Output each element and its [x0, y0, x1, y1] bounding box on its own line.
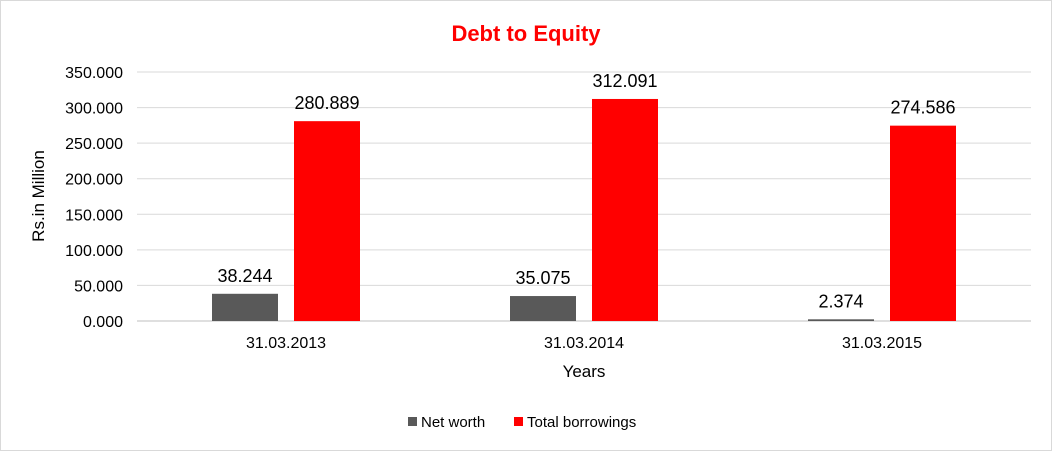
- legend-swatch: [408, 417, 417, 426]
- x-tick-label: 31.03.2014: [544, 335, 624, 352]
- legend-label: Net worth: [421, 414, 485, 431]
- x-tick-label: 31.03.2015: [842, 335, 922, 352]
- x-axis-title: Years: [563, 362, 606, 381]
- data-label: 38.244: [217, 266, 272, 286]
- y-tick-label: 150.000: [65, 207, 123, 224]
- data-label: 2.374: [818, 291, 863, 311]
- data-label: 312.091: [592, 71, 657, 91]
- gridlines: [137, 71, 1031, 322]
- y-tick-label: 0.000: [83, 314, 123, 331]
- y-tick-label: 200.000: [65, 172, 123, 189]
- legend: Net worth Total borrowings: [408, 414, 636, 431]
- x-axis-ticks: 31.03.2013 31.03.2014 31.03.2015: [246, 335, 922, 352]
- y-axis-ticks: 0.000 50.000 100.000 150.000 200.000 250.000 3…: [65, 65, 123, 331]
- data-label: 274.586: [890, 98, 955, 118]
- y-tick-label: 100.000: [65, 243, 123, 260]
- bar-net-worth: [510, 296, 576, 321]
- chart-title: Debt to Equity: [451, 21, 601, 46]
- bar-net-worth: [808, 319, 874, 321]
- bar-net-worth: [212, 293, 278, 321]
- bar-total-borrowings: [592, 98, 658, 321]
- bars: [212, 98, 956, 321]
- x-tick-label: 31.03.2013: [246, 335, 326, 352]
- bar-total-borrowings: [294, 121, 360, 321]
- data-labels: 38.244 280.889 35.075 312.091 2.374 274.586: [217, 71, 955, 311]
- y-axis-title: Rs.in Million: [29, 150, 48, 242]
- bar-total-borrowings: [890, 125, 956, 321]
- data-label: 35.075: [515, 268, 570, 288]
- legend-label: Total borrowings: [527, 414, 636, 431]
- y-tick-label: 50.000: [74, 278, 123, 295]
- y-tick-label: 350.000: [65, 65, 123, 82]
- legend-swatch: [514, 417, 523, 426]
- data-label: 280.889: [294, 93, 359, 113]
- y-tick-label: 250.000: [65, 136, 123, 153]
- y-tick-label: 300.000: [65, 101, 123, 118]
